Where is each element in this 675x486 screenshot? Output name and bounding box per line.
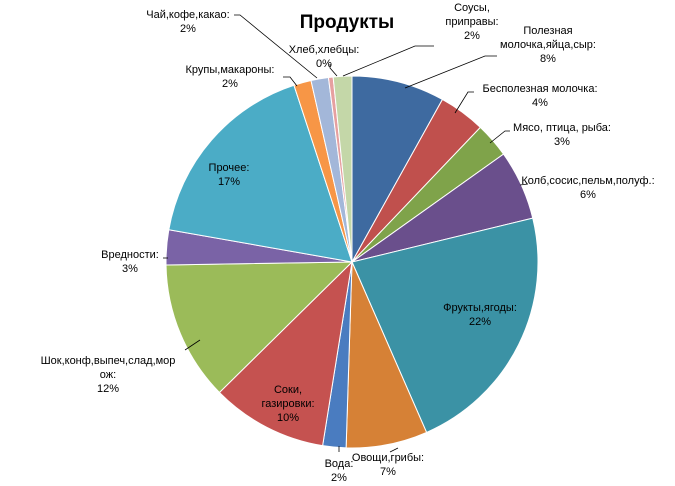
pie-slice [332, 75, 353, 263]
leader-line [234, 14, 318, 79]
slice-label: Вредности: 3% [101, 249, 159, 275]
slice-label: Колб,сосис,пельм,полуф.: 6% [521, 175, 654, 201]
leader-line [342, 45, 434, 77]
slice-label: Бесполезная молочка: 4% [482, 83, 597, 109]
pie-slice [165, 261, 354, 394]
leader-line [389, 447, 399, 453]
slice-label: Шок,конф,выпеч,слад,мор ож: 12% [41, 355, 176, 395]
slice-label: Полезная молочка,яйца,сыр: 8% [500, 25, 596, 65]
slice-label: Прочее: 17% [209, 162, 250, 188]
slice-label: Соки, газировки: 10% [261, 384, 314, 424]
leader-line [283, 76, 298, 87]
leader-line [184, 339, 201, 351]
chart-title: Продукты [300, 12, 395, 33]
pie-slice [351, 217, 539, 434]
pie-slice [168, 84, 353, 263]
slice-label: Чай,кофе,какао: 2% [146, 9, 229, 35]
leader-line [454, 91, 474, 114]
slice-label: Соусы, приправы: 2% [445, 2, 498, 42]
slice-label: Вода: 2% [325, 458, 354, 484]
leader-line [519, 183, 529, 186]
slice-label: Мясо, птица, рыба: 3% [513, 122, 611, 148]
slice-label: Фрукты,ягоды: 22% [443, 302, 517, 328]
leader-line [404, 55, 497, 89]
pie-slice [218, 260, 353, 447]
slice-label: Овощи,грибы: 7% [352, 452, 424, 478]
slice-label: Хлеб,хлебцы: 0% [289, 44, 360, 70]
leader-line [489, 130, 510, 144]
slice-label: Крупы,макароны: 2% [186, 64, 275, 90]
leader-line [329, 64, 338, 77]
pie-slice [351, 75, 444, 264]
